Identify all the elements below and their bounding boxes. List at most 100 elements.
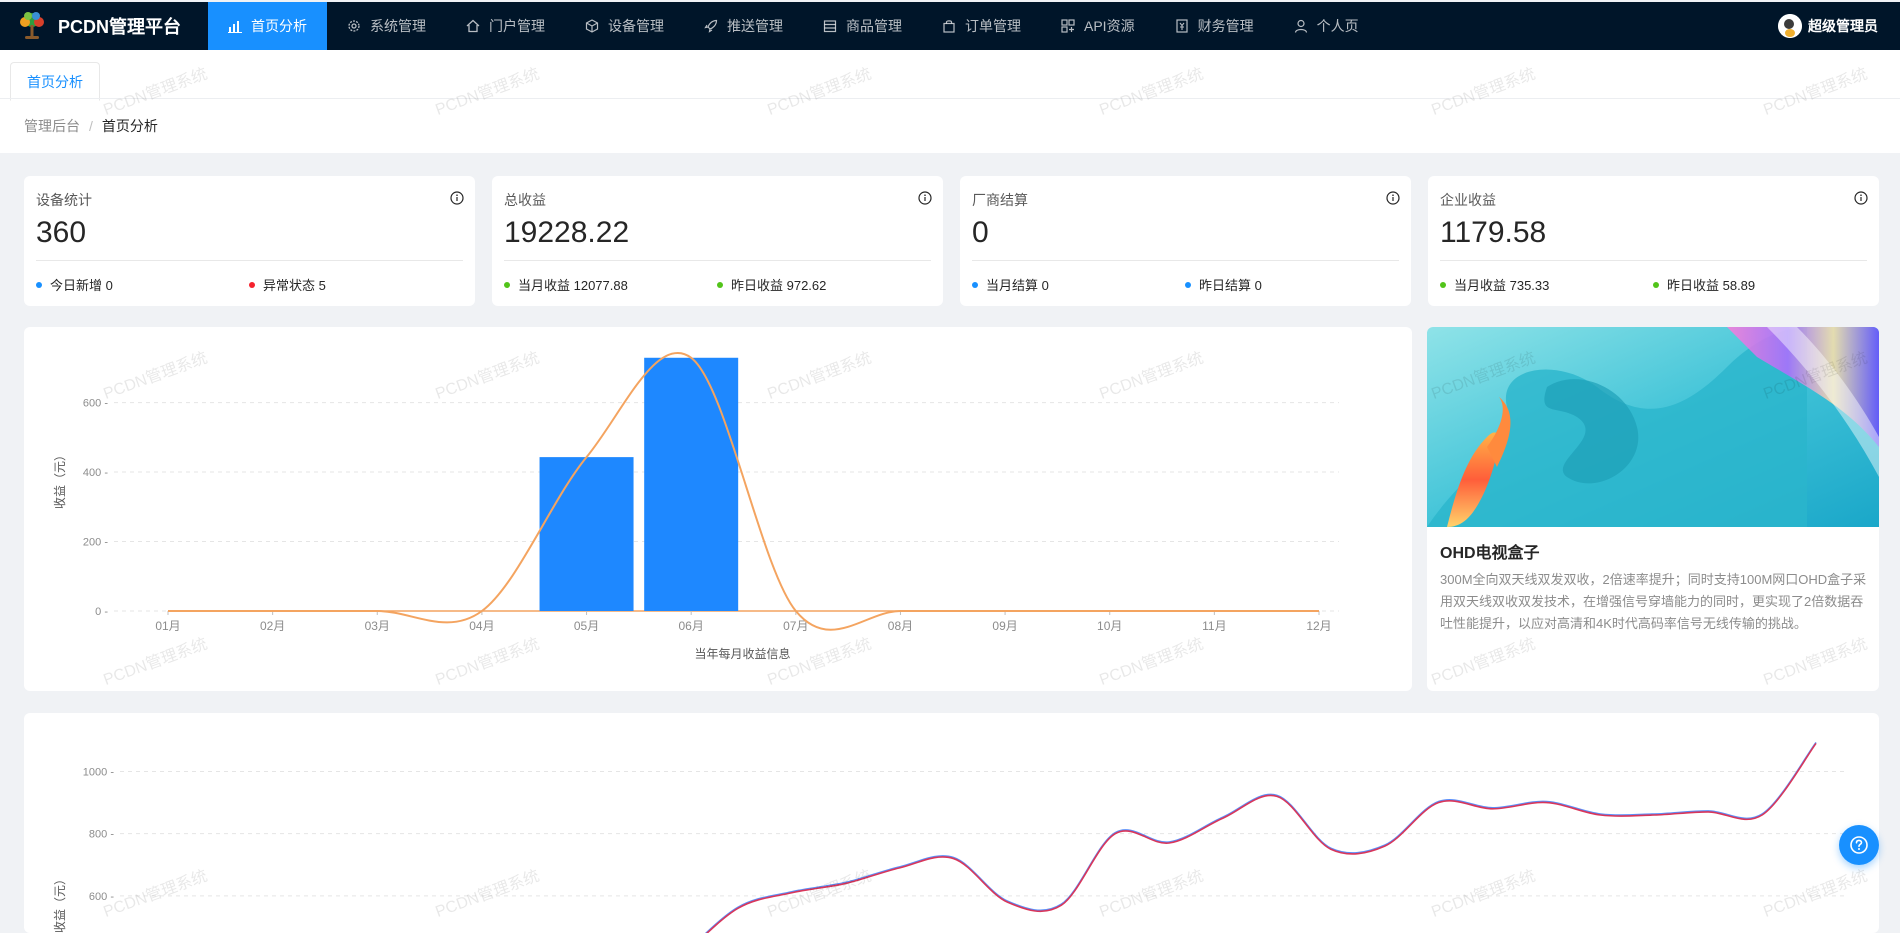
- nav-item-label: 个人页: [1316, 18, 1359, 34]
- nav-item-rocket[interactable]: 推送管理: [684, 2, 803, 50]
- y-axis-label: 收益（元）: [53, 873, 67, 933]
- gear-icon: [347, 19, 370, 33]
- stat-value: 19228.22: [504, 216, 630, 249]
- nav-item-api[interactable]: API资源: [1041, 2, 1155, 50]
- stat-title: 设备统计: [36, 192, 92, 208]
- user-icon: [1294, 19, 1317, 33]
- nav-item-label: 商品管理: [846, 18, 902, 34]
- cube-icon: [585, 19, 608, 33]
- divider: [504, 260, 931, 261]
- product-card[interactable]: OHD电视盒子 300M全向双天线双发双收，2倍速率提升；同时支持100M网口O…: [1427, 327, 1879, 691]
- stat-title: 企业收益: [1440, 192, 1496, 208]
- x-tick-label: 08月: [888, 619, 913, 633]
- breadcrumb-separator: /: [89, 118, 93, 134]
- product-image: [1427, 327, 1879, 527]
- stat-footer-item: 今日新增 0: [36, 275, 113, 294]
- monthly-income-chart-svg: 0 - 200 - 400 - 600 - 收益（元） 01月 02月 03月 04月 05月 06…: [53, 351, 1339, 661]
- top-navigation: PCDN管理平台 首页分析 系统管理 门户管理 设备管理 推送管理 商品管理 订单管理 API…: [0, 2, 1900, 50]
- stat-card-devices: 设备统计 360 今日新增 0 异常状态 5: [24, 176, 475, 306]
- nav-item-label: 门户管理: [489, 18, 545, 34]
- page-header: 首页分析 管理后台 / 首页分析: [0, 50, 1900, 153]
- shop-icon: [823, 19, 846, 33]
- nav-item-user[interactable]: 个人页: [1274, 2, 1379, 50]
- info-icon[interactable]: [918, 191, 932, 205]
- status-dot: [717, 281, 723, 288]
- x-tick-label: 07月: [783, 619, 808, 633]
- nav-item-label: 订单管理: [965, 18, 1021, 34]
- divider: [1440, 260, 1867, 261]
- help-button[interactable]: [1839, 825, 1879, 865]
- home-icon: [466, 19, 489, 33]
- status-dot: [1653, 281, 1659, 288]
- stat-footer-label: 昨日收益 972.62: [731, 278, 827, 293]
- brand[interactable]: PCDN管理平台: [0, 10, 208, 42]
- stat-footer-item: 当月收益 12077.88: [504, 275, 628, 294]
- nav-item-shop[interactable]: 商品管理: [803, 2, 922, 50]
- stat-footer-label: 昨日结算 0: [1199, 278, 1262, 293]
- stat-card-enterprise-income: 企业收益 1179.58 当月收益 735.33 昨日收益 58.89: [1428, 176, 1879, 306]
- product-title: OHD电视盒子: [1440, 545, 1540, 562]
- nav-item-label: 财务管理: [1197, 18, 1254, 34]
- nav-item-finance[interactable]: 财务管理: [1155, 2, 1274, 50]
- stat-card-total-income: 总收益 19228.22 当月收益 12077.88 昨日收益 972.62: [492, 176, 943, 306]
- bar-05月: [539, 457, 634, 611]
- status-dot: [36, 281, 42, 288]
- tree-logo-icon: [20, 12, 44, 39]
- nav-item-label: 首页分析: [251, 18, 307, 34]
- x-tick-label: 03月: [365, 619, 390, 633]
- x-tick-label: 01月: [155, 619, 180, 633]
- x-tick-label: 04月: [469, 619, 494, 633]
- x-tick-label: 09月: [992, 619, 1017, 633]
- nav-item-bag[interactable]: 订单管理: [922, 2, 1041, 50]
- nav-item-cube[interactable]: 设备管理: [565, 2, 684, 50]
- nav-item-label: 系统管理: [370, 18, 426, 34]
- status-dot: [1185, 281, 1191, 288]
- product-description: 300M全向双天线双发双收，2倍速率提升；同时支持100M网口OHD盒子采用双天…: [1440, 572, 1867, 631]
- tab-divider: [0, 98, 1900, 99]
- x-tick-label: 05月: [574, 619, 599, 633]
- nav-item-label: API资源: [1084, 18, 1135, 34]
- info-icon[interactable]: [1854, 191, 1868, 205]
- breadcrumb: 管理后台 / 首页分析: [24, 116, 158, 136]
- y-tick-label: 200 -: [83, 537, 108, 549]
- bar-06月: [644, 357, 739, 611]
- nav-item-home[interactable]: 门户管理: [446, 2, 565, 50]
- status-dot: [972, 281, 978, 288]
- user-menu[interactable]: 超级管理员: [1778, 2, 1878, 50]
- avatar[interactable]: [1778, 14, 1802, 38]
- daily-income-chart: 600 - 800 - 1000 - 收益（元）: [24, 713, 1879, 933]
- stat-footer-item: 昨日收益 972.62: [717, 275, 826, 294]
- app-title: PCDN管理平台: [58, 17, 182, 37]
- income-curve: [168, 351, 1319, 631]
- avatar-icon: [1778, 14, 1802, 38]
- stat-value: 1179.58: [1440, 216, 1547, 249]
- x-axis-label: 当年每月收益信息: [694, 646, 790, 661]
- user-name: 超级管理员: [1808, 18, 1878, 34]
- chart-icon: [228, 19, 251, 33]
- finance-icon: [1175, 19, 1198, 33]
- nav-item-chart[interactable]: 首页分析: [208, 2, 327, 50]
- nav-item-label: 推送管理: [727, 18, 783, 34]
- tab-label: 首页分析: [27, 73, 83, 90]
- tab-home-analysis[interactable]: 首页分析: [10, 62, 100, 101]
- y-tick-label: 800 -: [89, 829, 114, 841]
- question-icon: [1850, 836, 1868, 854]
- divider: [36, 260, 463, 261]
- stat-card-vendor-settlement: 厂商结算 0 当月结算 0 昨日结算 0: [960, 176, 1411, 306]
- stat-footer-item: 异常状态 5: [249, 275, 326, 294]
- daily-income-chart-svg: 600 - 800 - 1000 - 收益（元）: [53, 741, 1844, 933]
- y-tick-label: 0 -: [95, 606, 108, 618]
- nav-item-gear[interactable]: 系统管理: [327, 2, 446, 50]
- y-tick-label: 1000 -: [83, 766, 115, 778]
- info-icon[interactable]: [1386, 191, 1400, 205]
- stat-footer-item: 昨日收益 58.89: [1653, 275, 1755, 294]
- breadcrumb-root[interactable]: 管理后台: [24, 118, 80, 134]
- y-axis-label: 收益（元）: [53, 449, 67, 509]
- bag-icon: [942, 19, 965, 33]
- stat-footer-label: 当月收益 735.33: [1454, 278, 1550, 293]
- stat-footer-item: 当月收益 735.33: [1440, 275, 1549, 294]
- y-tick-label: 400 -: [83, 467, 108, 479]
- stat-value: 0: [972, 216, 989, 249]
- divider: [972, 260, 1399, 261]
- info-icon[interactable]: [450, 191, 464, 205]
